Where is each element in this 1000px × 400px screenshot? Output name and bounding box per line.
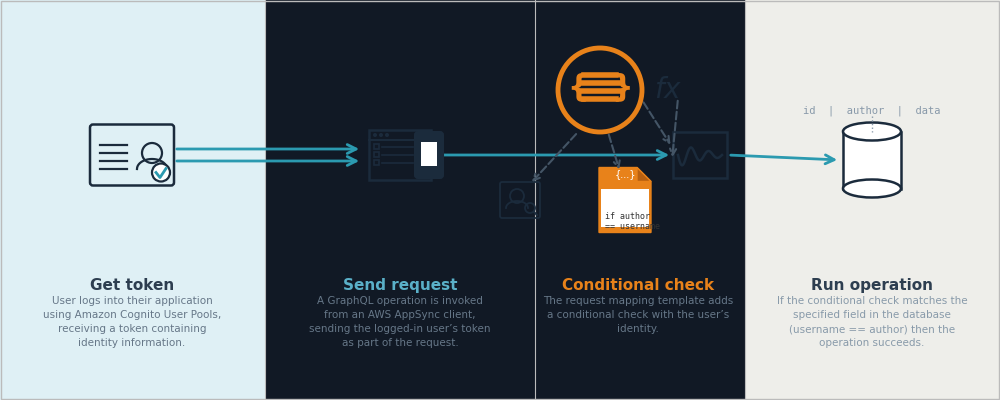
Bar: [535, 0, 745, 400]
Bar: [374, 144, 379, 149]
Text: id  |  author  |  data: id | author | data: [803, 105, 941, 116]
Text: if author: if author: [605, 212, 650, 221]
Text: {...}: {...}: [614, 170, 636, 180]
Text: Get token: Get token: [90, 278, 174, 293]
Ellipse shape: [843, 122, 901, 140]
Text: The request mapping template adds
a conditional check with the user’s
identity.: The request mapping template adds a cond…: [543, 296, 733, 334]
Text: == username: == username: [605, 222, 660, 231]
FancyBboxPatch shape: [415, 132, 443, 178]
Circle shape: [385, 133, 389, 137]
Circle shape: [152, 164, 170, 182]
Bar: [745, 0, 1000, 400]
Text: {: {: [567, 72, 589, 102]
Text: Run operation: Run operation: [811, 278, 933, 293]
Text: If the conditional check matches the
specified field in the database
(username =: If the conditional check matches the spe…: [777, 296, 967, 348]
Bar: [421, 142, 437, 166]
Text: Send request: Send request: [343, 278, 457, 293]
Bar: [843, 132, 901, 188]
Bar: [369, 130, 431, 180]
Text: User logs into their application
using Amazon Cognito User Pools,
receiving a to: User logs into their application using A…: [43, 296, 221, 348]
Ellipse shape: [843, 180, 901, 198]
Text: Conditional check: Conditional check: [562, 278, 714, 293]
Polygon shape: [637, 168, 651, 182]
Bar: [673, 132, 727, 178]
Circle shape: [373, 133, 377, 137]
Bar: [374, 160, 379, 165]
Text: $\mathit{fx}$: $\mathit{fx}$: [654, 76, 682, 104]
Circle shape: [379, 133, 383, 137]
Polygon shape: [599, 168, 651, 232]
Bar: [374, 152, 379, 157]
Bar: [265, 0, 535, 400]
FancyBboxPatch shape: [601, 189, 649, 227]
Bar: [0, 0, 265, 400]
Text: }: }: [611, 72, 633, 102]
Text: A GraphQL operation is invoked
from an AWS AppSync client,
sending the logged-in: A GraphQL operation is invoked from an A…: [309, 296, 491, 348]
